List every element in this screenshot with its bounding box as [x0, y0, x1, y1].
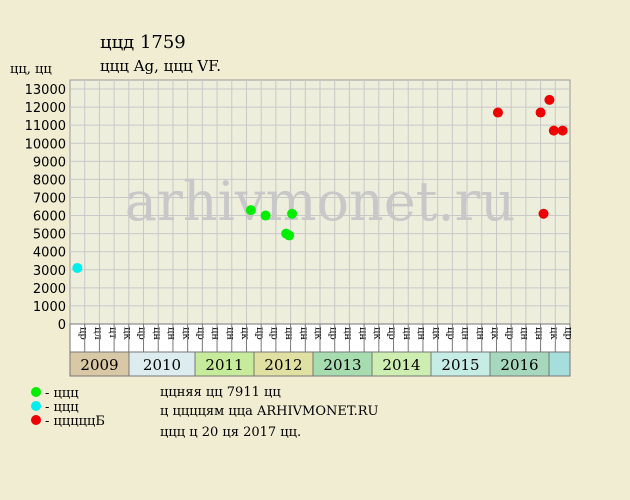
note-line: ццняя цц 7911 цц [160, 385, 281, 400]
legend-marker [31, 415, 41, 425]
x-tick-label: цр [445, 327, 456, 340]
y-tick-label: 0 [58, 318, 66, 333]
chart-subtitle: ццц Ag, ццц VF. [100, 57, 221, 75]
year-label: 2009 [80, 356, 118, 374]
x-tick-label: цр [327, 327, 338, 340]
x-tick-label: цн [342, 327, 353, 340]
x-tick-label: цн [151, 327, 162, 340]
x-tick-label: цк [313, 327, 324, 340]
year-label: 2010 [143, 356, 181, 374]
year-cell [253, 351, 314, 377]
x-tick-label: цк [430, 327, 441, 340]
x-tick-label: цк [180, 327, 191, 340]
legend-label: - ццц [45, 400, 79, 415]
x-tick-label: цк [121, 327, 132, 340]
point [535, 107, 546, 118]
y-tick-label: 7000 [33, 191, 66, 206]
grid [70, 80, 570, 325]
x-tick-label: цк [239, 327, 250, 340]
point [284, 230, 295, 241]
year-label: 2016 [500, 356, 538, 374]
y-tick-label: 2000 [33, 282, 66, 297]
x-tick-label: цн [533, 327, 544, 340]
year-cell [312, 351, 373, 377]
point [544, 94, 555, 105]
legend-label: - ццц [45, 386, 79, 401]
x-tick-label: цн [283, 327, 294, 340]
x-tick-label: цн [401, 327, 412, 340]
x-tick-label: цн [357, 327, 368, 340]
x-tick-label: цр [195, 327, 206, 340]
y-tick-label: 12000 [25, 101, 66, 116]
y-tick-label: 6000 [33, 210, 66, 225]
year-label: 2015 [441, 356, 479, 374]
watermark: arhivmonet.ru [125, 170, 515, 233]
x-tick-label: цр [269, 327, 280, 340]
point [557, 125, 568, 136]
y-tick-label: 11000 [25, 119, 66, 134]
y-tick-label: 4000 [33, 246, 66, 261]
legend-marker [31, 401, 41, 411]
x-tick-label: цн [298, 327, 309, 340]
y-tick-label: 8000 [33, 173, 66, 188]
y-tick-label: 1000 [33, 300, 66, 315]
x-tick-label: цр [386, 327, 397, 340]
x-tick-label: цн [416, 327, 427, 340]
note-line: ццц ц 20 ця 2017 цц. [160, 425, 301, 440]
x-tick-label: цт [107, 327, 118, 339]
point [287, 208, 298, 219]
x-tick-label: цн [460, 327, 471, 340]
point [245, 205, 256, 216]
x-tick-label: цр [136, 327, 147, 340]
y-axis-label: цц, цц [10, 62, 52, 77]
year-label: 2013 [323, 356, 361, 374]
x-tick-label: цк [371, 327, 382, 340]
point [260, 210, 271, 221]
year-cell [194, 351, 255, 377]
year-cell [128, 351, 196, 377]
year-cell [371, 351, 432, 377]
x-tick-label: цн [224, 327, 235, 340]
y-tick-label: 3000 [33, 264, 66, 279]
year-label: 2011 [205, 356, 243, 374]
x-tick-label: цр [254, 327, 265, 340]
y-tick-label: 13000 [25, 83, 66, 98]
point [492, 107, 503, 118]
chart-title: ццд 1759 [100, 32, 186, 53]
y-tick-label: 5000 [33, 228, 66, 243]
legend-label: - цццццБ [45, 414, 105, 429]
x-tick-label: цк [489, 327, 500, 340]
x-tick-label: цн [519, 327, 530, 340]
x-tick-label: цр [563, 327, 574, 340]
year-cell [69, 351, 130, 377]
y-tick-label: 9000 [33, 155, 66, 170]
year-cell [489, 351, 550, 377]
x-tick-label: цл [92, 327, 103, 340]
x-tick-label: цр [504, 327, 515, 340]
point [72, 262, 83, 273]
legend-marker [31, 387, 41, 397]
year-label: 2014 [382, 356, 420, 374]
year-label: 2012 [264, 356, 302, 374]
point [538, 208, 549, 219]
x-tick-label: цк [548, 327, 559, 340]
y-tick-label: 10000 [25, 137, 66, 152]
x-tick-label: цр [77, 327, 88, 340]
x-tick-label: цн [166, 327, 177, 340]
note-line: ц ццццям цца ARHIVMONET.RU [160, 404, 379, 419]
year-cell [548, 351, 571, 377]
x-tick-label: цн [210, 327, 221, 340]
point [548, 125, 559, 136]
x-tick-label: цн [474, 327, 485, 340]
